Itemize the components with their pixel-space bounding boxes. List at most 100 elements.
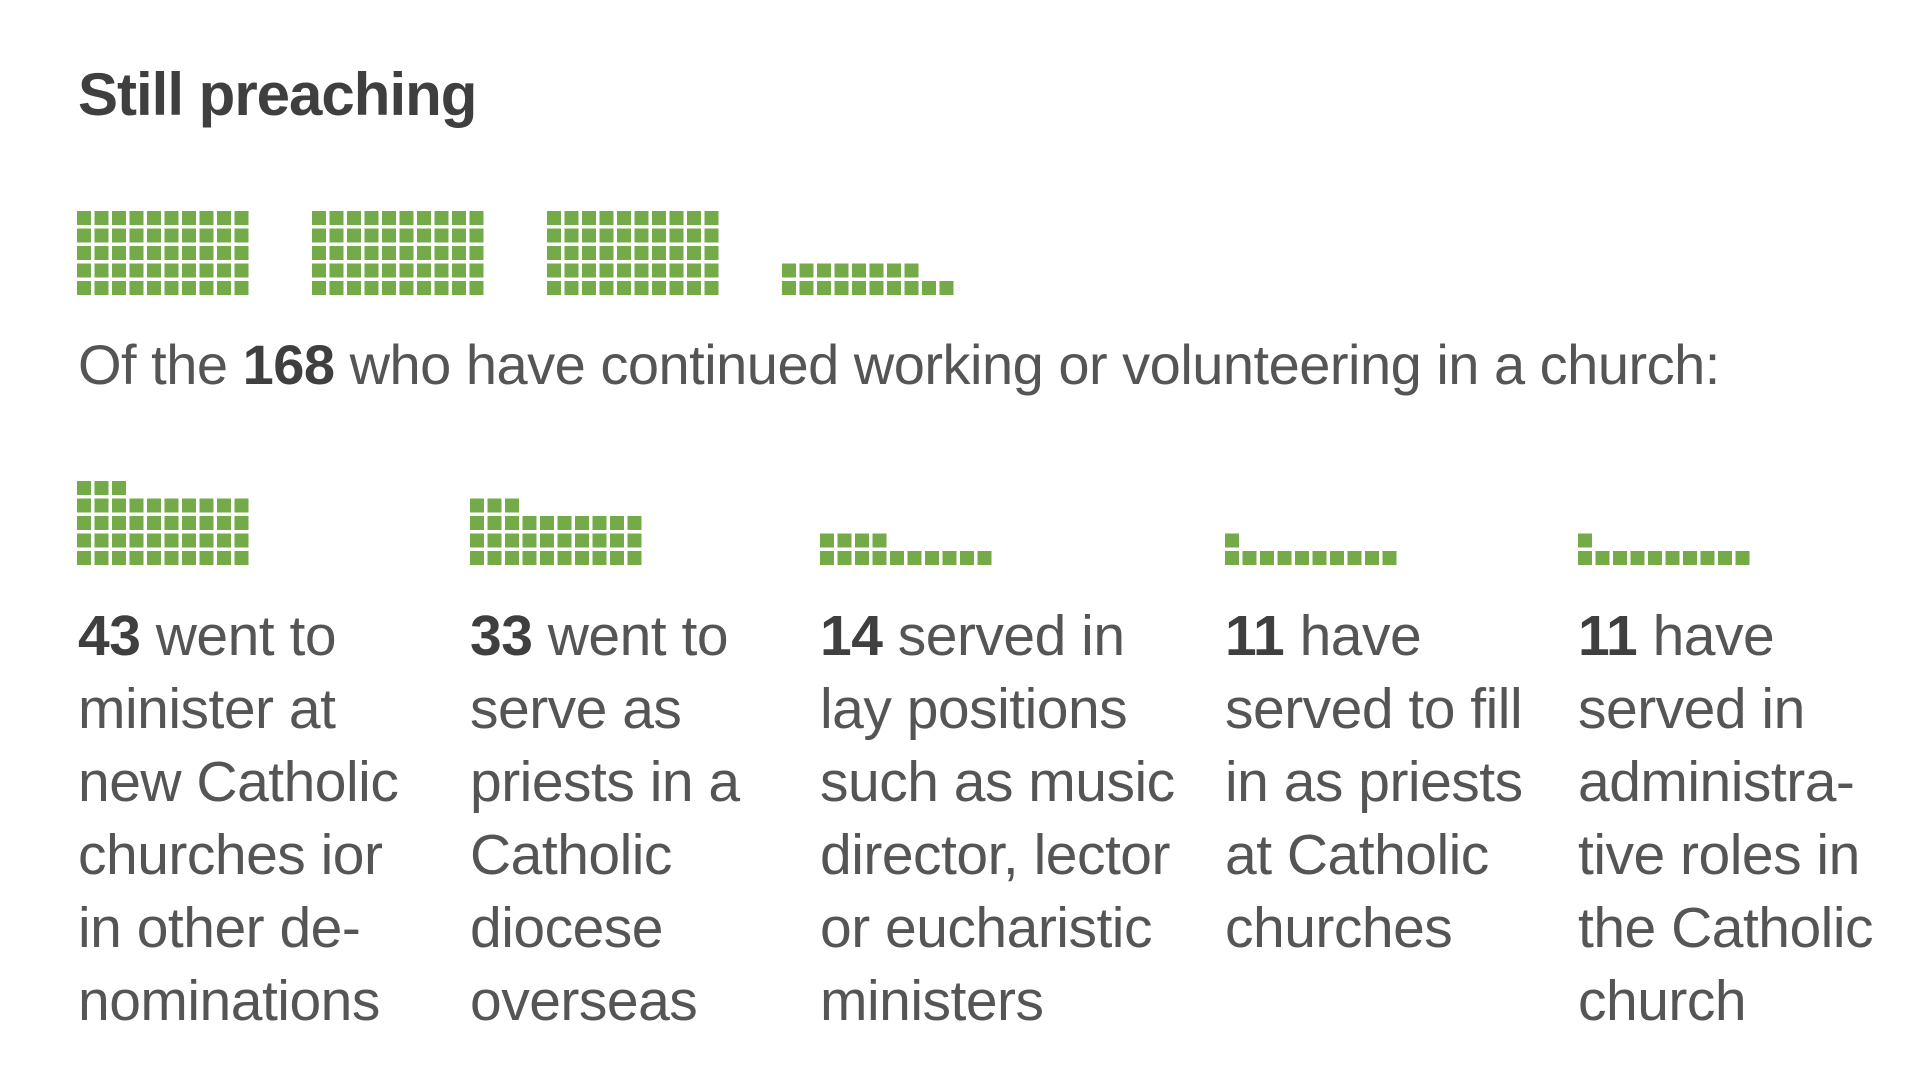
waffle-square [129,516,144,530]
waffle-square [564,263,579,278]
waffle-square [652,263,666,278]
waffle-square [147,551,161,565]
waffle-square [382,281,396,295]
waffle-square [112,228,126,243]
waffle-square [94,551,109,565]
waffle-square [182,551,196,565]
waffle-square [217,498,231,513]
waffle-square [599,246,614,260]
waffle-square [234,551,249,565]
waffle-square [147,211,161,225]
label-line: administra- [1578,750,1855,814]
waffle-square [669,263,684,278]
waffle-square [1225,551,1239,565]
waffle-square [470,498,484,513]
category-label-3: 14 served in lay positions such as music… [820,600,1175,1038]
waffle-square [469,228,484,243]
waffle-square [147,516,161,530]
waffle-square [599,281,614,295]
waffle-square [452,281,466,295]
waffle-square [487,551,502,565]
waffle-square [329,263,344,278]
waffle-square [94,246,109,260]
label-line: priests in a [470,750,740,814]
waffle-square [1312,551,1327,565]
waffle-square [164,228,179,243]
waffle-square [1347,551,1362,565]
waffle-square [634,228,649,243]
label-line: tive roles in [1578,823,1860,887]
waffle-square [434,263,449,278]
label-text: have [1637,604,1775,668]
label-line: lay positions [820,677,1128,741]
waffle-square [234,228,249,243]
waffle-square [1683,551,1697,565]
waffle-square [417,228,431,243]
waffle-square [547,211,561,225]
waffle-square [164,551,179,565]
waffle-square [564,228,579,243]
waffle-square [942,551,957,565]
category-label-4: 11 have served to fill in as priests at … [1225,600,1523,965]
waffle-square [182,281,196,295]
waffle-square [234,498,249,513]
waffle-square [890,551,904,565]
waffle-square [217,246,231,260]
label-text: went to [532,604,729,668]
waffle-square [1613,551,1627,565]
waffle-square [329,246,344,260]
category-label-2: 33 went to serve as priests in a Catholi… [470,600,740,1038]
label-line: Catholic [470,823,672,887]
waffle-square [634,246,649,260]
waffle-square [960,551,974,565]
waffle-square [94,498,109,513]
waffle-square [199,228,214,243]
waffle-square [837,551,852,565]
waffle-square [1700,551,1715,565]
waffle-square [347,263,361,278]
waffle-square [182,533,196,548]
waffle-square [469,281,484,295]
waffle-square [904,281,919,295]
waffle-square [1648,551,1662,565]
waffle-square [312,246,326,260]
waffle-square [129,281,144,295]
waffle-square [417,281,431,295]
waffle-square [617,211,631,225]
waffle-square [522,516,537,530]
waffle-square [1630,551,1645,565]
waffle-square [347,246,361,260]
waffle-square [469,246,484,260]
category-value: 11 [1225,604,1285,668]
waffle-square [147,498,161,513]
waffle-square [182,516,196,530]
waffle-square [399,228,414,243]
waffle-square [627,533,642,548]
waffle-square [547,263,561,278]
waffle-square [557,516,572,530]
waffle-square [599,211,614,225]
category-waffle-2 [470,498,642,565]
waffle-square [182,263,196,278]
waffle-square [112,533,126,548]
waffle-square [434,281,449,295]
waffle-square [234,533,249,548]
waffle-square [687,263,701,278]
waffle-square [452,211,466,225]
waffle-square [799,281,814,295]
label-line: 43 went to [78,600,398,673]
waffle-square [147,263,161,278]
waffle-square [834,263,849,278]
waffle-square [547,228,561,243]
waffle-square [434,246,449,260]
waffle-square [505,516,519,530]
waffle-square [199,551,214,565]
waffle-square [634,281,649,295]
waffle-square [1595,551,1610,565]
waffle-square [582,246,596,260]
waffle-square [627,516,642,530]
label-line: at Catholic [1225,823,1489,887]
waffle-square [575,533,589,548]
waffle-square [164,246,179,260]
waffle-square [199,211,214,225]
